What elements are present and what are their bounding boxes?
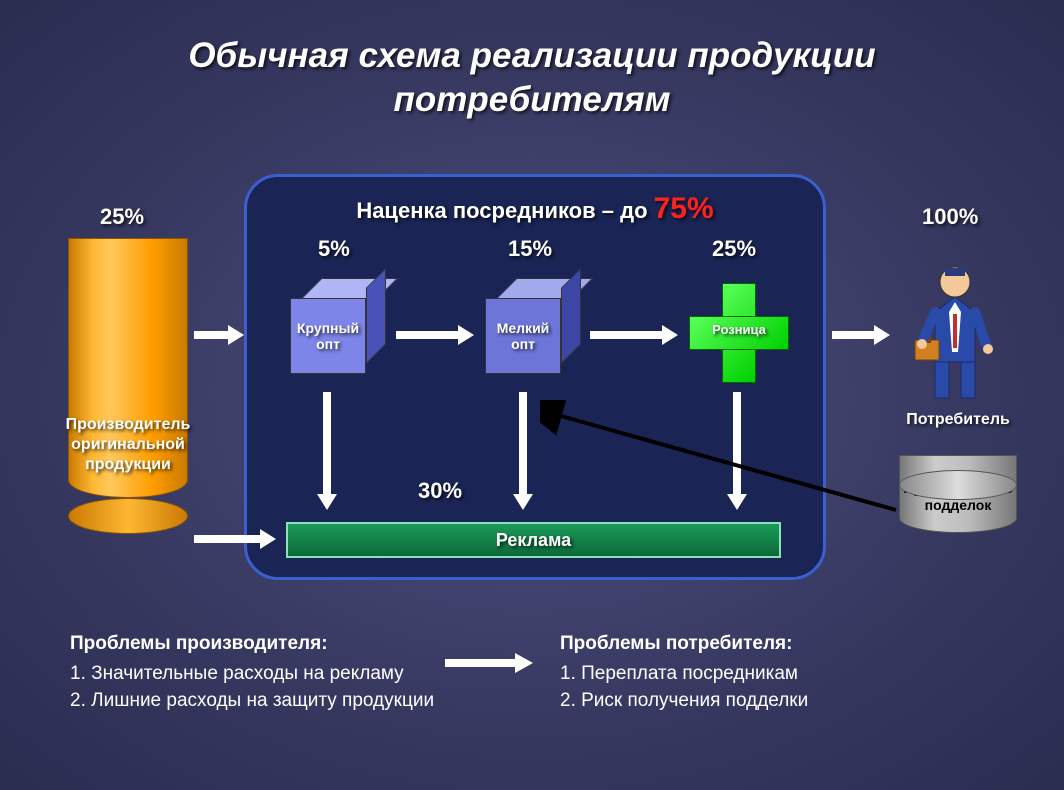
title-line-2: потребителям: [393, 80, 670, 119]
arrow-small-to-ad: [516, 392, 530, 512]
arrow-large-to-ad: [320, 392, 334, 512]
producer-problems: Проблемы производителя: 1. Значительные …: [70, 630, 490, 715]
title-line-1: Обычная схема реализации продукции: [188, 36, 875, 75]
retail-cross: Розница: [689, 283, 789, 383]
wholesale-small-pct: 15%: [508, 236, 552, 262]
arrow-producer-to-ad: [194, 532, 278, 546]
page-title: Обычная схема реализации продукции потре…: [0, 34, 1064, 122]
fake-producer-cylinder: Производитель подделок: [899, 470, 1017, 533]
arrow-producer-to-wholesale: [194, 328, 244, 342]
producer-label: Производитель оригинальной продукции: [40, 415, 216, 475]
arrow-large-to-small: [396, 328, 476, 342]
producer-cylinder: [68, 256, 188, 536]
wholesale-large-pct: 5%: [318, 236, 350, 262]
producer-pct: 25%: [100, 204, 144, 230]
advertising-box: Реклама: [286, 522, 781, 558]
consumer-icon: [905, 262, 1005, 407]
wholesale-small-cube: Мелкийопт: [485, 278, 581, 374]
arrow-retail-to-consumer: [832, 328, 892, 342]
consumer-label: Потребитель: [878, 411, 1038, 429]
wholesale-large-cube: Крупныйопт: [290, 278, 386, 374]
markup-headline: Наценка посредников – до 75%: [300, 192, 770, 226]
consumer-problems: Проблемы потребителя: 1. Переплата посре…: [560, 630, 1000, 715]
advertising-pct: 30%: [418, 478, 462, 504]
arrow-retail-to-ad: [730, 392, 744, 512]
retail-pct: 25%: [712, 236, 756, 262]
consumer-pct: 100%: [922, 204, 978, 230]
arrow-small-to-retail: [590, 328, 680, 342]
